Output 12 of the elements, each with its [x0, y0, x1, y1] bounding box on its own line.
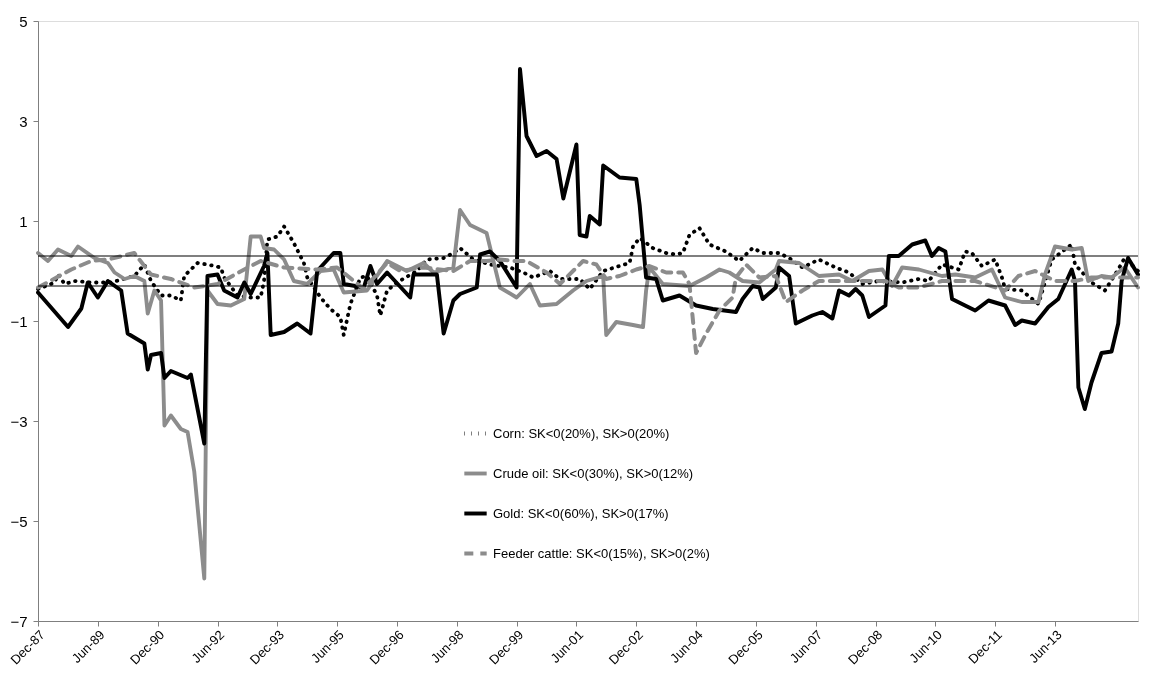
legend-label: Gold: SK<0(60%), SK>0(17%)	[493, 505, 669, 521]
line-series	[36, 67, 1140, 446]
y-tick-label: 5	[19, 12, 28, 30]
y-tick-label: −1	[10, 312, 28, 330]
legend-label: Crude oil: SK<0(30%), SK>0(12%)	[493, 465, 694, 481]
y-tick-label: −5	[10, 512, 28, 530]
y-tick-label: −3	[10, 412, 28, 430]
legend-label: Corn: SK<0(20%), SK>0(20%)	[493, 425, 670, 441]
legend-label: Feeder cattle: SK<0(15%), SK>0(2%)	[493, 545, 710, 561]
y-tick-label: 1	[19, 212, 28, 230]
y-tick-label: −7	[10, 612, 28, 630]
y-tick-label: 3	[19, 112, 28, 130]
